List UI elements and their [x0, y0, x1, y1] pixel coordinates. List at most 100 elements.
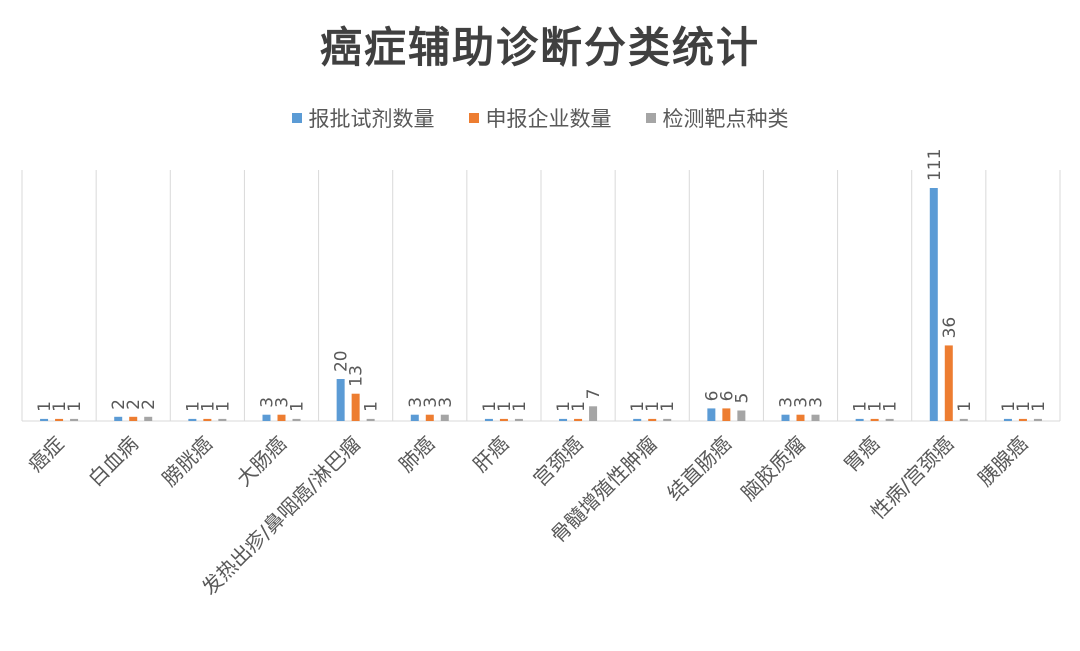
category-label: 癌症 — [23, 432, 68, 477]
bar — [292, 418, 301, 421]
legend-item-series-2: 申报企业数量 — [468, 103, 612, 133]
data-label: 1 — [213, 401, 233, 412]
data-label: 111 — [925, 149, 945, 181]
data-label: 20 — [332, 350, 352, 372]
data-label: 1 — [288, 401, 308, 412]
data-label: 5 — [732, 393, 752, 404]
data-label: 6 — [702, 391, 722, 402]
data-label: 1 — [851, 401, 871, 412]
bar — [114, 416, 123, 421]
bar — [484, 418, 493, 421]
data-label: 1 — [50, 401, 70, 412]
bar — [70, 418, 79, 421]
bar — [1018, 418, 1027, 421]
category-label: 结直肠癌 — [662, 432, 736, 506]
data-label: 1 — [955, 401, 975, 412]
data-label: 1 — [999, 401, 1019, 412]
data-label: 3 — [807, 397, 827, 408]
bar — [722, 408, 731, 421]
data-label: 2 — [124, 399, 144, 410]
bar — [811, 414, 820, 421]
data-label: 2 — [109, 399, 129, 410]
data-label: 1 — [495, 401, 515, 412]
category-label: 大肠癌 — [232, 432, 291, 491]
category-label: 白血病 — [83, 432, 142, 491]
data-label: 3 — [421, 397, 441, 408]
bar — [589, 406, 598, 421]
category-label: 脑胶质瘤 — [736, 432, 810, 506]
bar — [796, 414, 805, 421]
bar — [648, 418, 657, 421]
chart-title: 癌症辅助诊断分类统计 — [319, 23, 760, 72]
legend-swatch-series-1 — [291, 113, 302, 123]
bar — [55, 418, 64, 421]
bar — [559, 418, 568, 421]
category-label: 肝癌 — [468, 432, 513, 477]
data-label: 3 — [792, 397, 812, 408]
bar — [514, 418, 523, 421]
bar — [781, 414, 790, 421]
data-label: 13 — [347, 365, 367, 387]
data-label: 1 — [65, 401, 85, 412]
data-label: 1 — [1014, 401, 1034, 412]
category-label: 胰腺癌 — [973, 432, 1032, 491]
data-label: 1 — [643, 401, 663, 412]
data-label: 1 — [35, 401, 55, 412]
bar — [262, 414, 271, 421]
data-label: 3 — [436, 397, 456, 408]
data-label: 1 — [198, 401, 218, 412]
bar — [188, 418, 197, 421]
bar — [737, 410, 746, 421]
bar — [40, 418, 49, 421]
legend-swatch-series-2 — [468, 113, 479, 123]
legend: 报批试剂数量 申报企业数量 检测靶点种类 — [0, 103, 1080, 133]
legend-label-series-1: 报批试剂数量 — [308, 107, 435, 131]
bar — [440, 414, 449, 421]
bar — [707, 408, 716, 421]
bar — [633, 418, 642, 421]
data-label: 1 — [1029, 401, 1049, 412]
bar — [218, 418, 227, 421]
bar — [870, 418, 879, 421]
data-label: 1 — [362, 401, 382, 412]
data-label: 2 — [139, 399, 159, 410]
legend-swatch-series-3 — [645, 113, 656, 123]
bar — [425, 414, 434, 421]
data-label: 36 — [940, 317, 960, 339]
data-label: 7 — [584, 388, 604, 399]
data-label: 1 — [554, 401, 574, 412]
data-label: 3 — [406, 397, 426, 408]
data-label: 1 — [480, 401, 500, 412]
legend-label-series-2: 申报企业数量 — [485, 107, 612, 131]
bar — [410, 414, 419, 421]
legend-item-series-1: 报批试剂数量 — [291, 103, 435, 133]
bar — [929, 188, 938, 421]
category-label: 肺癌 — [394, 432, 439, 477]
bar — [574, 418, 583, 421]
data-label: 1 — [510, 401, 530, 412]
data-label: 1 — [881, 401, 901, 412]
bar — [129, 416, 138, 421]
bar — [1003, 418, 1012, 421]
data-label: 1 — [866, 401, 886, 412]
bar — [366, 418, 375, 421]
category-label: 膀胱癌 — [157, 432, 216, 491]
bar — [499, 418, 508, 421]
legend-item-series-3: 检测靶点种类 — [645, 103, 789, 133]
data-label: 3 — [273, 397, 293, 408]
bar — [855, 418, 864, 421]
bar — [1033, 418, 1042, 421]
bar — [336, 379, 345, 421]
category-label: 宫颈癌 — [528, 432, 587, 491]
data-label: 6 — [717, 391, 737, 402]
category-label: 胃癌 — [839, 432, 884, 477]
data-label: 1 — [658, 401, 678, 412]
legend-label-series-3: 检测靶点种类 — [662, 107, 789, 131]
bar — [277, 414, 286, 421]
bar — [663, 418, 672, 421]
bar — [351, 393, 360, 421]
data-label: 3 — [258, 397, 278, 408]
bar — [959, 418, 968, 421]
bar — [885, 418, 894, 421]
